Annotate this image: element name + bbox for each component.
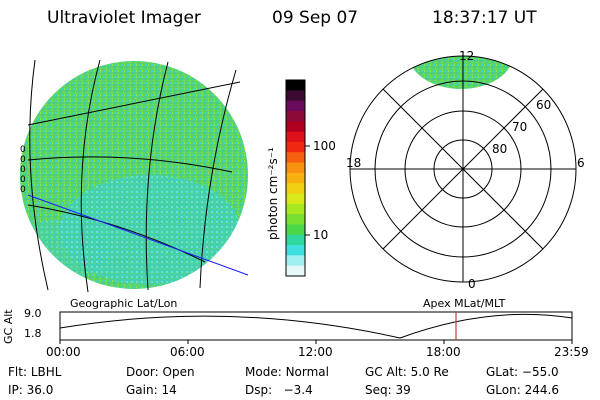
status-glat: GLat: −55.0 <box>486 365 559 379</box>
date-label: 09 Sep 07 <box>272 8 359 28</box>
geographic-grid <box>27 59 249 292</box>
colorbar-band <box>286 90 305 102</box>
mlat-label-70: 70 <box>512 120 528 134</box>
status-dsp: Dsp: −3.4 <box>245 383 313 397</box>
status-glon: GLon: 244.6 <box>486 383 559 397</box>
status-mode: Mode: Normal <box>245 365 329 379</box>
colorbar-band <box>286 255 305 267</box>
left-panel-caption: Geographic Lat/Lon <box>70 297 178 310</box>
colorbar-band <box>286 234 305 246</box>
polar-plot <box>349 55 577 283</box>
colorbar-band <box>286 131 305 143</box>
colorbar-label-10: 10 <box>313 228 329 242</box>
mlt-label-6: 6 <box>577 156 585 170</box>
colorbar-band <box>286 172 305 184</box>
altitude-strip <box>59 311 573 344</box>
gc-alt-tick-low: 1.8 <box>24 327 42 340</box>
status-ip: IP: 36.0 <box>8 383 54 397</box>
time-tick-0000: 00:00 <box>46 345 81 359</box>
mlat-label-80: 80 <box>492 142 508 156</box>
mlt-label-0: 0 <box>468 277 476 291</box>
mlt-label-18: 18 <box>346 156 362 170</box>
gc-alt-axis-label: GC Alt <box>2 309 15 344</box>
mlat-label-60: 60 <box>536 98 552 112</box>
time-label: 18:37:17 UT <box>432 8 537 28</box>
colorbar-band <box>286 183 305 195</box>
instrument-title: Ultraviolet Imager <box>47 8 201 28</box>
polar-panel-caption: Apex MLat/MLT <box>423 297 506 310</box>
status-seq: Seq: 39 <box>365 383 411 397</box>
colorbar-band <box>286 245 305 256</box>
colorbar-unit-label: photon cm⁻²s⁻¹ <box>266 147 280 240</box>
colorbar-frame <box>285 79 306 277</box>
status-gain: Gain: 14 <box>126 383 177 397</box>
time-tick-1800: 18:00 <box>426 345 461 359</box>
colorbar-band <box>286 224 305 236</box>
status-gc-alt: GC Alt: 5.0 Re <box>365 365 449 379</box>
colorbar-band <box>286 162 305 174</box>
colorbar-band <box>286 152 305 164</box>
time-tick-1200: 12:00 <box>298 345 333 359</box>
colorbar <box>286 80 305 277</box>
colorbar-band <box>286 203 305 215</box>
colorbar-band <box>286 110 305 122</box>
colorbar-band <box>286 141 305 153</box>
mlt-label-12: 12 <box>459 49 475 63</box>
colorbar-band <box>286 100 305 112</box>
time-tick-2359: 23:59 <box>554 345 589 359</box>
time-tick-0600: 06:00 <box>170 345 205 359</box>
colorbar-band <box>286 121 305 133</box>
status-flt: Flt: LBHL <box>8 365 62 379</box>
gc-alt-tick-high: 9.0 <box>24 307 42 320</box>
colorbar-band <box>286 80 305 91</box>
status-door: Door: Open <box>126 365 195 379</box>
colorbar-band <box>286 193 305 205</box>
colorbar-band <box>286 265 305 277</box>
colorbar-label-100: 100 <box>313 139 336 153</box>
colorbar-band <box>286 214 305 226</box>
